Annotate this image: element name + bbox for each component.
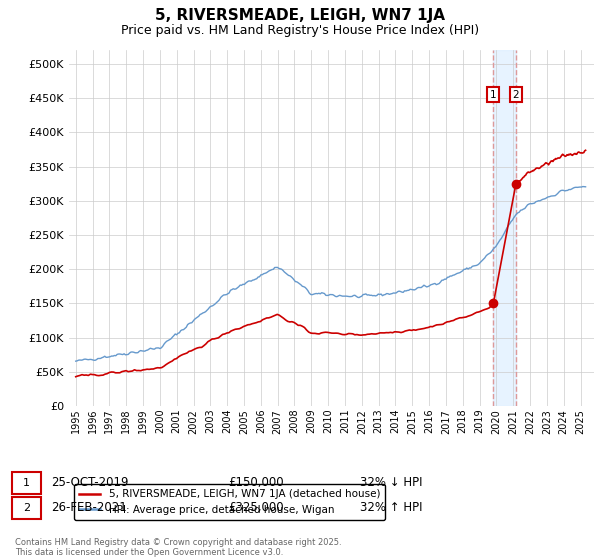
Text: 25-OCT-2019: 25-OCT-2019	[51, 476, 128, 489]
Text: 1: 1	[490, 90, 497, 100]
Text: 5, RIVERSMEADE, LEIGH, WN7 1JA: 5, RIVERSMEADE, LEIGH, WN7 1JA	[155, 8, 445, 24]
Text: 32% ↑ HPI: 32% ↑ HPI	[360, 501, 422, 515]
Text: 26-FEB-2021: 26-FEB-2021	[51, 501, 127, 515]
Text: Price paid vs. HM Land Registry's House Price Index (HPI): Price paid vs. HM Land Registry's House …	[121, 24, 479, 36]
Text: 1: 1	[23, 478, 30, 488]
Text: Contains HM Land Registry data © Crown copyright and database right 2025.
This d: Contains HM Land Registry data © Crown c…	[15, 538, 341, 557]
Text: 2: 2	[23, 503, 30, 513]
Text: 2: 2	[512, 90, 519, 100]
Text: 32% ↓ HPI: 32% ↓ HPI	[360, 476, 422, 489]
Bar	[493, 50, 516, 406]
Text: £325,000: £325,000	[228, 501, 284, 515]
Text: £150,000: £150,000	[228, 476, 284, 489]
Legend: 5, RIVERSMEADE, LEIGH, WN7 1JA (detached house), HPI: Average price, detached ho: 5, RIVERSMEADE, LEIGH, WN7 1JA (detached…	[74, 484, 385, 520]
